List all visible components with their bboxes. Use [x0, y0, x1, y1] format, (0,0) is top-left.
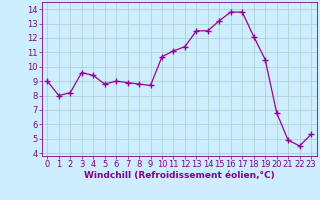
X-axis label: Windchill (Refroidissement éolien,°C): Windchill (Refroidissement éolien,°C)	[84, 171, 275, 180]
